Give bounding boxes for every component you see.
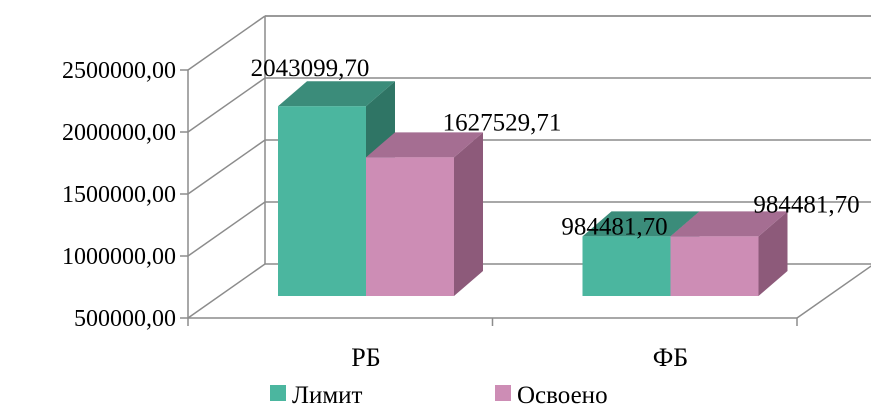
bar-front <box>670 236 759 296</box>
gridline-depth-1 <box>187 201 266 257</box>
bar-side <box>758 211 788 296</box>
label-layer: 2043099,70 1627529,71 РБ 984481,70 984481,70… <box>251 55 860 372</box>
bar-top <box>366 132 483 158</box>
gridline-depth-4 <box>187 15 266 71</box>
bar-top <box>582 211 700 237</box>
y-tick-label: 2000000,00 <box>62 120 176 146</box>
x-tick-label: ФБ <box>653 343 688 372</box>
bar-top <box>278 81 395 107</box>
data-label: 984481,70 <box>561 213 667 240</box>
legend-label: Освоено <box>517 382 608 409</box>
bar-front <box>366 157 454 296</box>
bar-front <box>278 106 366 297</box>
axis-layer: 500000,00 1000000,00 1500000,00 2000000,00 2… <box>62 58 798 332</box>
bar-top <box>670 211 788 237</box>
y-tick-label: 500000,00 <box>74 306 176 332</box>
bar <box>366 132 483 296</box>
gridline-depth-0 <box>187 263 266 319</box>
floor-right-edge <box>796 265 871 319</box>
bar-front <box>582 236 671 296</box>
x-tick-label: РБ <box>351 343 380 372</box>
data-label: 984481,70 <box>753 191 859 218</box>
legend: Лимит Освоено <box>270 382 608 409</box>
legend-item: Лимит <box>270 382 363 409</box>
data-label: 1627529,71 <box>443 109 562 136</box>
legend-item: Освоено <box>495 382 608 409</box>
y-tick-label: 1500000,00 <box>62 182 176 208</box>
bar-side <box>454 132 483 296</box>
data-label: 2043099,70 <box>251 55 370 82</box>
legend-swatch <box>270 385 286 401</box>
gridline-depth-3 <box>187 77 266 133</box>
bar <box>670 211 788 296</box>
gridline-depth-2 <box>187 139 266 195</box>
y-tick-label: 2500000,00 <box>62 58 176 84</box>
legend-swatch <box>495 385 511 401</box>
legend-label: Лимит <box>292 382 363 409</box>
bar-layer <box>278 81 788 297</box>
y-tick-label: 1000000,00 <box>62 244 176 270</box>
